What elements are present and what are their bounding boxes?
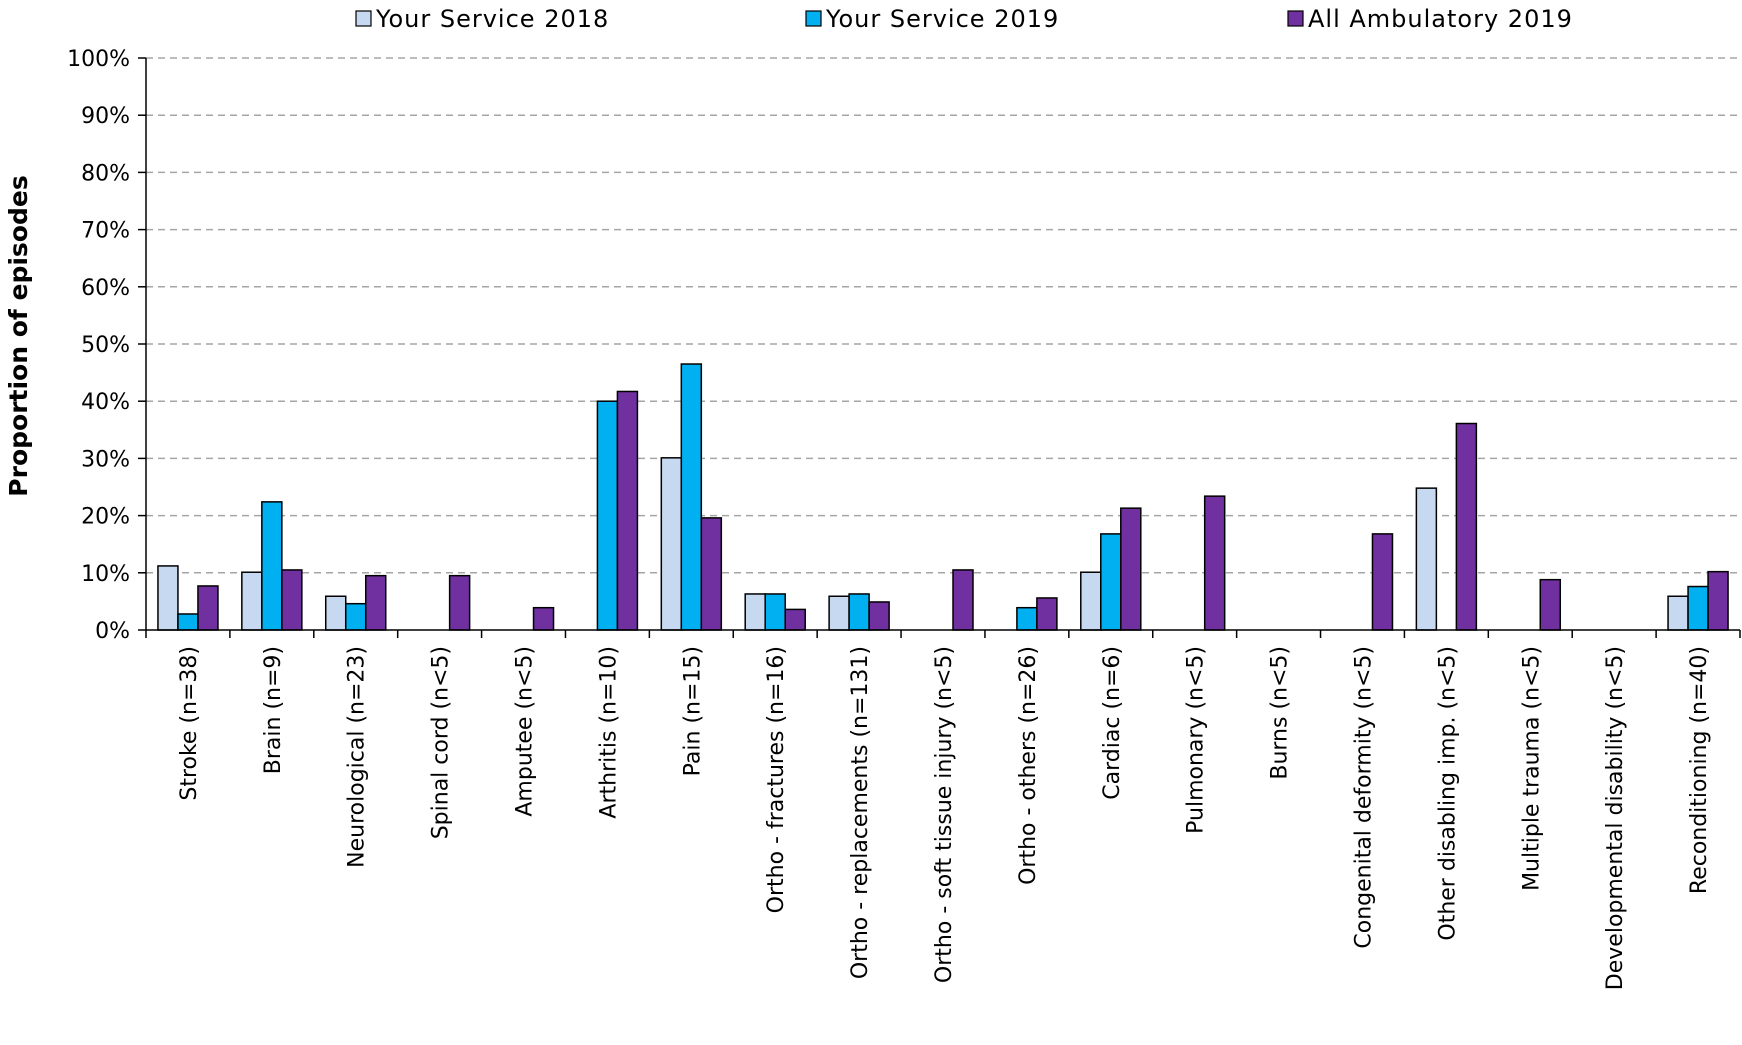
bar <box>241 571 263 631</box>
y-tick-label: 90% <box>81 104 130 129</box>
bar <box>261 501 283 631</box>
bar <box>1415 487 1438 631</box>
x-category-label: Ortho - fractures (n=16) <box>764 646 789 913</box>
bar <box>1203 495 1226 631</box>
x-category-label: Other disabling imp. (n<5) <box>1435 646 1460 941</box>
bar <box>1120 507 1142 631</box>
bar <box>596 400 619 631</box>
legend-swatch <box>805 10 822 27</box>
bar <box>616 390 639 631</box>
bar <box>744 593 766 631</box>
bar <box>177 613 199 631</box>
bar <box>281 569 303 631</box>
x-category-label: Pulmonary (n<5) <box>1184 646 1209 834</box>
legend-label: Your Service 2018 <box>375 5 609 33</box>
y-tick-label: 60% <box>81 276 130 301</box>
x-category-label: Arthritis (n=10) <box>596 646 621 819</box>
bar <box>157 565 179 631</box>
y-tick-label: 0% <box>95 619 130 644</box>
bar <box>1667 595 1689 631</box>
bar <box>660 457 683 631</box>
x-category-label: Neurological (n=23) <box>345 646 370 868</box>
bar <box>344 602 367 631</box>
y-tick-label: 80% <box>81 161 130 186</box>
x-category-label: Ortho - replacements (n=131) <box>848 646 873 979</box>
y-tick-label: 10% <box>81 562 130 587</box>
x-category-label: Ortho - others (n=26) <box>1016 646 1041 885</box>
bar <box>680 363 703 631</box>
x-category-label: Ortho - soft tissue injury (n<5) <box>932 646 957 983</box>
y-tick-label: 40% <box>81 390 130 415</box>
legend-swatch <box>355 10 372 27</box>
x-category-label: Burns (n<5) <box>1268 646 1293 780</box>
y-axis-ticks: 0% 10% 20% 30% 40% 50% 60% 70% 80% 90% 100% <box>67 47 146 644</box>
legend-swatch <box>1287 10 1304 27</box>
x-category-label: Reconditioning (n=40) <box>1687 646 1712 894</box>
x-category-label: Developmental disability (n<5) <box>1603 646 1628 990</box>
bar <box>848 593 870 631</box>
bar <box>1371 533 1394 631</box>
bar <box>197 585 219 631</box>
bar <box>952 569 974 631</box>
legend-label: Your Service 2019 <box>825 5 1059 33</box>
bar <box>1687 585 1709 631</box>
bar <box>1707 570 1729 631</box>
x-category-label: Amputee (n<5) <box>513 646 538 817</box>
bars <box>157 363 1729 631</box>
bar <box>1100 533 1122 631</box>
bar <box>364 574 387 631</box>
y-tick-label: 100% <box>67 47 130 72</box>
bar <box>1455 422 1478 631</box>
x-category-label: Brain (n=9) <box>261 646 286 774</box>
bar <box>828 595 850 631</box>
axes <box>145 58 1741 638</box>
bar <box>448 574 471 631</box>
y-tick-label: 50% <box>81 333 130 358</box>
x-category-label: Congenital deformity (n<5) <box>1351 646 1376 949</box>
x-category-label: Cardiac (n=6) <box>1100 646 1125 800</box>
bar <box>764 593 786 631</box>
bar <box>1539 578 1562 631</box>
y-tick-label: 20% <box>81 505 130 530</box>
bar <box>784 608 806 631</box>
bar <box>700 517 723 631</box>
x-category-label: Spinal cord (n<5) <box>429 646 454 839</box>
bar <box>324 595 347 631</box>
legend: Your Service 2018 Your Service 2019 All Am… <box>355 5 1573 33</box>
legend-label: All Ambulatory 2019 <box>1308 5 1573 33</box>
bar <box>1036 597 1058 631</box>
y-tick-label: 70% <box>81 219 130 244</box>
x-category-label: Pain (n=15) <box>680 646 705 776</box>
grid-lines <box>146 57 1740 574</box>
x-category-label: Stroke (n=38) <box>177 646 202 801</box>
bar <box>1016 606 1038 631</box>
y-axis-title: Proportion of episodes <box>4 175 33 496</box>
bar <box>532 606 555 631</box>
bar <box>1080 571 1102 631</box>
x-category-label: Multiple trauma (n<5) <box>1519 646 1544 891</box>
bar <box>868 601 890 631</box>
y-tick-label: 30% <box>81 447 130 472</box>
x-axis-categories: Stroke (n=38) Brain (n=9) Neurological (n=… <box>177 646 1712 990</box>
